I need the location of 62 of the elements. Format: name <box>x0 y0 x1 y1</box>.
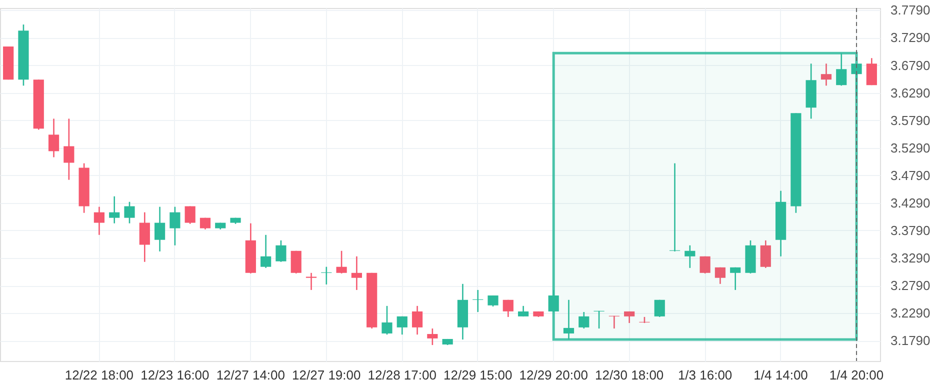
candlestick <box>351 256 362 291</box>
x-tick-label: 1/4 20:00 <box>829 368 884 382</box>
candlestick <box>139 212 150 263</box>
y-tick-label: 3.7290 <box>890 30 930 46</box>
candlestick <box>124 201 135 224</box>
x-tick-label: 12/27 14:00 <box>216 368 286 382</box>
candlestick <box>427 328 438 346</box>
y-tick-label: 3.6790 <box>890 58 930 73</box>
x-tick-label: 12/30 18:00 <box>594 368 664 382</box>
y-tick-label: 3.3790 <box>890 222 930 238</box>
x-tick-label: 1/4 14:00 <box>754 368 808 382</box>
candlestick <box>94 206 105 236</box>
candlestick <box>109 196 120 224</box>
candlestick <box>563 299 574 340</box>
candlestick <box>306 272 317 291</box>
y-tick-label: 3.2290 <box>890 306 930 321</box>
y-tick-label: 3.3290 <box>890 250 930 266</box>
x-tick-label: 12/23 16:00 <box>140 368 210 382</box>
candlestick <box>760 240 771 269</box>
x-tick-label: 12/29 15:00 <box>444 368 512 382</box>
candlestick <box>472 289 484 313</box>
candlestick <box>578 311 590 330</box>
candlestick <box>396 316 408 336</box>
candlestick <box>866 57 877 86</box>
candlestick <box>154 206 166 252</box>
y-tick-label: 3.6290 <box>890 85 930 100</box>
candlestick <box>700 256 710 274</box>
y-tick-label: 3.2790 <box>890 278 930 294</box>
candlestick <box>684 244 696 269</box>
candlestick <box>382 305 392 336</box>
candlestick <box>594 310 604 330</box>
x-tick-label: 12/28 17:00 <box>368 368 436 382</box>
y-tick-label: 3.5790 <box>890 112 930 128</box>
candlestick <box>548 289 559 313</box>
candlestick <box>820 62 832 86</box>
candlestick <box>64 118 74 180</box>
candlestick <box>608 315 620 330</box>
candlestick <box>654 299 665 318</box>
x-tick-label: 12/22 18:00 <box>64 368 134 382</box>
candlestick <box>336 250 347 274</box>
y-tick-label: 3.1790 <box>890 333 930 348</box>
x-tick-label: 1/3 16:00 <box>678 368 732 382</box>
candlestick <box>730 266 741 291</box>
x-tick-label: 12/27 19:00 <box>292 368 361 382</box>
candlestick <box>502 299 514 318</box>
y-tick-label: 3.4290 <box>890 195 930 210</box>
y-tick-label: 3.7790 <box>890 2 930 18</box>
candlestick <box>518 305 529 318</box>
candlestick <box>184 206 196 225</box>
candlestick <box>714 266 726 285</box>
y-tick-label: 3.5290 <box>890 140 930 156</box>
candlestick <box>412 305 423 336</box>
candlestick <box>321 266 332 286</box>
candlestick <box>669 162 680 252</box>
candlestick <box>290 250 302 274</box>
candlestick <box>276 240 286 263</box>
candlestick <box>836 52 847 86</box>
candlestick <box>170 206 180 246</box>
x-tick-label: 12/29 20:00 <box>519 368 588 382</box>
y-tick-label: 3.4790 <box>890 168 930 183</box>
candlestick <box>48 118 60 158</box>
candlestick <box>260 234 272 269</box>
